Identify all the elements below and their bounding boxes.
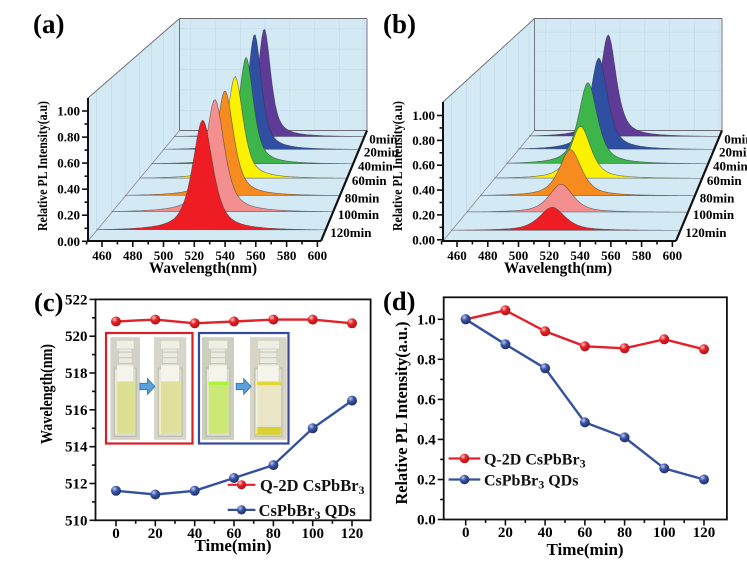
svg-text:560: 560 (246, 248, 266, 263)
svg-text:Relative PL Intensity(a.u.): Relative PL Intensity(a.u.) (392, 322, 411, 505)
svg-text:Q-2D CsPbBr3: Q-2D CsPbBr3 (260, 476, 365, 497)
svg-text:520: 520 (540, 248, 560, 263)
svg-text:CsPbBr3 QDs: CsPbBr3 QDs (484, 473, 578, 492)
svg-text:100: 100 (653, 525, 676, 541)
svg-text:1.00: 1.00 (57, 104, 80, 119)
svg-text:40min: 40min (713, 159, 747, 174)
svg-text:480: 480 (123, 248, 143, 263)
svg-text:0.8: 0.8 (417, 352, 436, 368)
svg-text:100min: 100min (338, 207, 380, 222)
svg-text:Wavelength(nm): Wavelength(nm) (149, 260, 257, 277)
svg-text:(b): (b) (383, 9, 416, 39)
svg-text:522: 522 (65, 292, 88, 308)
svg-text:540: 540 (570, 248, 590, 263)
svg-text:Q-2D CsPbBr3: Q-2D CsPbBr3 (484, 452, 586, 471)
svg-text:0.2: 0.2 (417, 473, 436, 489)
svg-text:Relative PL Intensity(a.u): Relative PL Intensity(a.u) (390, 101, 405, 231)
svg-text:520: 520 (65, 329, 88, 345)
svg-text:80min: 80min (345, 191, 380, 206)
svg-text:500: 500 (509, 248, 529, 263)
svg-text:0.00: 0.00 (57, 234, 80, 249)
svg-text:60min: 60min (352, 173, 387, 188)
svg-text:Wavelength(nm): Wavelength(nm) (504, 260, 612, 277)
svg-text:518: 518 (65, 366, 88, 382)
svg-text:0min: 0min (369, 131, 398, 146)
svg-text:(a): (a) (33, 9, 64, 39)
svg-text:600: 600 (663, 248, 683, 263)
svg-text:Wavelength(nm): Wavelength(nm) (37, 344, 56, 444)
svg-text:0.80: 0.80 (57, 130, 80, 145)
svg-text:Time(min): Time(min) (546, 540, 623, 559)
svg-text:500: 500 (154, 248, 174, 263)
svg-text:0.0: 0.0 (417, 513, 436, 529)
svg-text:0: 0 (462, 525, 470, 541)
svg-text:460: 460 (92, 248, 112, 263)
svg-text:520: 520 (185, 248, 205, 263)
svg-text:512: 512 (65, 477, 88, 493)
svg-text:540: 540 (215, 248, 235, 263)
svg-text:120min: 120min (685, 225, 727, 240)
svg-text:(d): (d) (383, 286, 415, 316)
svg-text:0.6: 0.6 (417, 392, 436, 408)
svg-text:120min: 120min (330, 225, 372, 240)
svg-text:560: 560 (601, 248, 621, 263)
svg-text:0.4: 0.4 (417, 432, 436, 448)
svg-text:60: 60 (227, 526, 242, 542)
svg-text:0.40: 0.40 (57, 182, 80, 197)
svg-text:(c): (c) (34, 287, 63, 317)
svg-text:1.00: 1.00 (412, 108, 435, 123)
svg-text:120: 120 (341, 526, 364, 542)
svg-text:20: 20 (498, 525, 513, 541)
svg-text:CsPbBr3 QDs: CsPbBr3 QDs (259, 501, 357, 522)
svg-text:20min: 20min (364, 144, 399, 159)
svg-text:0.00: 0.00 (412, 232, 435, 247)
svg-text:Time(min): Time(min) (194, 536, 271, 555)
svg-text:0.80: 0.80 (412, 133, 435, 148)
svg-text:600: 600 (308, 248, 328, 263)
svg-text:20min: 20min (719, 144, 747, 159)
svg-text:80: 80 (266, 526, 281, 542)
svg-text:20: 20 (148, 526, 163, 542)
svg-text:Relative PL Intensity(a.u): Relative PL Intensity(a.u) (35, 101, 50, 231)
svg-text:0min: 0min (724, 131, 747, 146)
svg-text:0.20: 0.20 (57, 208, 80, 223)
svg-text:580: 580 (277, 248, 297, 263)
svg-text:100: 100 (301, 526, 324, 542)
svg-text:120: 120 (693, 525, 716, 541)
svg-text:100min: 100min (693, 207, 735, 222)
svg-text:80min: 80min (700, 191, 735, 206)
svg-text:40: 40 (538, 525, 553, 541)
svg-text:480: 480 (478, 248, 498, 263)
svg-text:516: 516 (65, 403, 88, 419)
svg-text:514: 514 (65, 440, 88, 456)
svg-text:1.0: 1.0 (417, 312, 436, 328)
svg-text:0.60: 0.60 (57, 156, 80, 171)
svg-text:0.20: 0.20 (412, 207, 435, 222)
svg-text:40min: 40min (358, 159, 393, 174)
svg-text:0.60: 0.60 (412, 158, 435, 173)
svg-text:580: 580 (632, 248, 652, 263)
svg-text:460: 460 (447, 248, 467, 263)
svg-text:0.40: 0.40 (412, 183, 435, 198)
svg-text:60min: 60min (707, 173, 742, 188)
svg-text:0: 0 (112, 526, 120, 542)
svg-text:60: 60 (577, 525, 592, 541)
svg-text:40: 40 (187, 526, 202, 542)
svg-text:80: 80 (617, 525, 632, 541)
svg-text:510: 510 (65, 513, 88, 529)
